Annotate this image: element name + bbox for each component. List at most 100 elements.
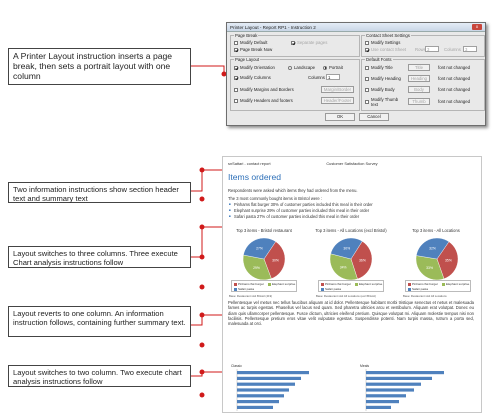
pie-data-label: 36% bbox=[359, 259, 366, 263]
modify-thumb-checkbox[interactable]: Modify Thumb text bbox=[365, 97, 405, 107]
legend-label: Pinhams flat burger bbox=[238, 282, 265, 286]
report-page: snSattari - contact report Customer Sati… bbox=[222, 156, 482, 413]
summary-bullet: Elephant surprise 29% of customer partie… bbox=[229, 208, 369, 213]
contact-columns-label: Columns bbox=[444, 47, 461, 52]
pie-data-label: 29% bbox=[253, 266, 260, 270]
page-break-group: Page Break Modify Default Page Break Now… bbox=[230, 33, 360, 57]
columns-input[interactable]: 1 bbox=[326, 74, 340, 80]
callout-page-break: A Printer Layout instruction inserts a p… bbox=[8, 48, 191, 85]
columns-label: Columns bbox=[308, 75, 325, 80]
pie-legend: Pinhams flat burger Elephant surprise Sa… bbox=[405, 280, 471, 292]
connector-dot bbox=[199, 284, 205, 290]
pie-slice bbox=[330, 237, 363, 260]
modify-margins-checkbox[interactable]: Modify Margins and Borders bbox=[234, 87, 294, 92]
thumb-font-button[interactable]: Thumb bbox=[408, 98, 430, 105]
separate-pages-checkbox[interactable]: Separate pages bbox=[291, 40, 327, 45]
pie-slice bbox=[415, 255, 445, 281]
pie-slice bbox=[242, 254, 272, 281]
callout-three-columns: Layout switches to three columns. Three … bbox=[8, 246, 191, 268]
legend-label: Safari pasta bbox=[238, 287, 255, 291]
connector-dot bbox=[199, 254, 205, 260]
legend-label: Safari pasta bbox=[412, 287, 429, 291]
portrait-radio[interactable]: Portrait bbox=[323, 65, 343, 70]
dialog-title-bar: Printer Layout - Report RP1 - Instructio… bbox=[227, 23, 485, 32]
legend-label: Pinhams flat burger bbox=[325, 282, 352, 286]
connector-dot bbox=[199, 342, 205, 348]
page-break-now-checkbox[interactable]: Page Break Now bbox=[234, 47, 272, 52]
pie-data-label: 34% bbox=[340, 266, 347, 270]
body-font-status: font not changed bbox=[438, 87, 471, 92]
contact-sheet-title: Contact Sheet Settings bbox=[365, 33, 411, 38]
pie-data-label: 27% bbox=[256, 247, 263, 251]
ok-button[interactable]: OK bbox=[325, 113, 355, 121]
bar bbox=[237, 371, 309, 375]
connector-dot bbox=[199, 196, 205, 202]
pie-charts: 30% 29% 27% 36% 34% 30% 35% 33% 32% bbox=[242, 237, 459, 281]
legend-label: Elephant surprise bbox=[446, 282, 470, 286]
modify-body-checkbox[interactable]: Modify Body bbox=[365, 87, 395, 92]
cancel-button[interactable]: Cancel bbox=[359, 113, 389, 121]
modify-headers-checkbox[interactable]: Modify Headers and footers bbox=[234, 98, 293, 103]
legend-swatch bbox=[408, 282, 411, 286]
pie-slice bbox=[329, 253, 358, 281]
pie-data-label: 30% bbox=[343, 246, 350, 250]
default-fonts-title: Default Fonts bbox=[365, 57, 393, 62]
close-icon[interactable]: x bbox=[472, 24, 482, 30]
pie-base-text: Base: Restaurant visit Bristol (419) bbox=[229, 294, 273, 298]
pie-slice bbox=[350, 240, 373, 280]
legend-label: Elephant surprise bbox=[272, 282, 296, 286]
legend-swatch bbox=[408, 287, 411, 291]
heading-font-status: font not changed bbox=[438, 76, 471, 81]
legend-label: Elephant surprise bbox=[359, 282, 383, 286]
bar bbox=[237, 376, 301, 380]
page-layout-group: Page Layout Modify Orientation Landscape… bbox=[230, 57, 360, 111]
landscape-radio[interactable]: Landscape bbox=[288, 65, 315, 70]
section-title: Items ordered bbox=[228, 172, 282, 182]
modify-columns-checkbox[interactable]: Modify Columns bbox=[234, 75, 271, 80]
pie-data-label: 35% bbox=[445, 259, 452, 263]
connector-dot bbox=[199, 369, 205, 375]
body-font-button[interactable]: Body bbox=[408, 86, 430, 93]
printer-layout-dialog: Printer Layout - Report RP1 - Instructio… bbox=[226, 22, 486, 126]
bar bbox=[237, 405, 273, 409]
margin-border-button[interactable]: Margin/Border bbox=[321, 86, 354, 93]
use-contact-sheet-checkbox[interactable]: Use contact Sheet bbox=[365, 47, 406, 52]
bar bbox=[366, 371, 444, 375]
legend-label: Pinhams flat burger bbox=[412, 282, 439, 286]
connector-dot bbox=[199, 167, 205, 173]
bar bbox=[366, 376, 432, 380]
connector-dot bbox=[199, 312, 205, 318]
bar bbox=[237, 394, 284, 398]
report-header-left: snSattari - contact report bbox=[228, 161, 271, 166]
bar-charts bbox=[236, 369, 444, 411]
legend-swatch bbox=[321, 282, 324, 286]
modify-heading-checkbox[interactable]: Modify Heading bbox=[365, 76, 401, 81]
heading-font-button[interactable]: Heading bbox=[408, 75, 430, 82]
dialog-title: Printer Layout - Report RP1 - Instructio… bbox=[230, 24, 316, 30]
bar bbox=[366, 382, 421, 386]
legend-swatch bbox=[234, 282, 237, 286]
legend-swatch bbox=[234, 287, 237, 291]
thumb-font-status: font not changed bbox=[438, 99, 471, 104]
report-header-right bbox=[393, 161, 476, 166]
title-font-status: font not changed bbox=[438, 65, 471, 70]
title-font-button[interactable]: Title bbox=[408, 64, 430, 71]
pie-data-label: 32% bbox=[429, 247, 436, 251]
modify-default-checkbox[interactable]: Modify Default bbox=[234, 40, 267, 45]
modify-orientation-checkbox[interactable]: Modify Orientation bbox=[234, 65, 275, 70]
rows-input[interactable]: 3 bbox=[425, 46, 439, 52]
modify-title-checkbox[interactable]: Modify Title bbox=[365, 65, 393, 70]
legend-swatch bbox=[355, 282, 358, 286]
connector-dot bbox=[221, 71, 227, 77]
pie-slice bbox=[243, 237, 276, 260]
pie-slice bbox=[416, 237, 450, 260]
modify-settings-checkbox[interactable]: Modify Settings bbox=[365, 40, 400, 45]
bar bbox=[366, 394, 406, 398]
header-footer-button[interactable]: Header/Footer bbox=[321, 97, 354, 104]
callout-two-columns: Layout switches to two column. Two execu… bbox=[8, 365, 191, 387]
legend-swatch bbox=[268, 282, 271, 286]
pie-data-label: 30% bbox=[272, 259, 279, 263]
contact-columns-input[interactable]: 3 bbox=[463, 46, 477, 52]
pie-base-text: Base: Restaurant visit All Locations (ex… bbox=[316, 294, 376, 298]
